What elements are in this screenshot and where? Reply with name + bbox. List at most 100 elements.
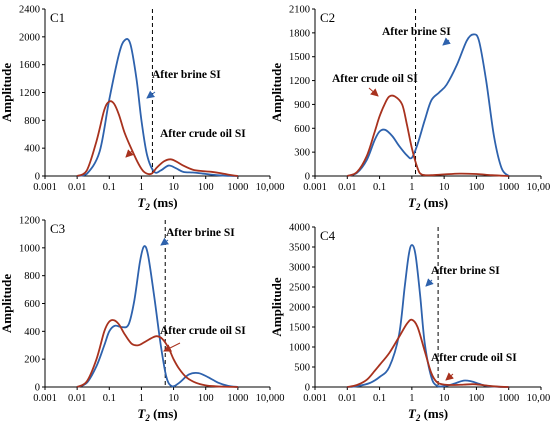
x-tick-label: 10	[168, 182, 179, 193]
y-tick-label: 600	[294, 124, 310, 135]
panel-c2: 0 300 600 900 1200 1500 1800 2100 0.001 0.01 0.1 1 1…	[269, 5, 550, 213]
y-tick-label: 400	[24, 327, 40, 338]
series-line-brine	[347, 33, 510, 177]
annotation-arrow-brine	[442, 37, 451, 46]
annotation-crude: After crude oil SI	[332, 73, 418, 85]
y-tick-label: 1200	[19, 88, 40, 99]
annotation-arrow-crude	[445, 372, 454, 381]
x-tick-label: 10,000	[256, 393, 285, 404]
x-tick-label: 0.1	[373, 182, 386, 193]
x-axis-title: T2 (ms)	[137, 195, 177, 212]
y-tick-label: 2000	[19, 32, 40, 43]
x-tick-label: 100	[198, 393, 214, 404]
annotation-arrow-crude	[163, 342, 181, 352]
y-axis-title: Amplitude	[0, 63, 14, 122]
y-tick-label: 0	[305, 172, 310, 183]
panel-c3: 0 200 400 600 800 1000 1200 0.001 0.01 0.1 1 10 100 1…	[0, 216, 284, 424]
panel-label: C2	[320, 10, 335, 25]
y-tick-label: 1800	[289, 28, 310, 39]
x-tick-label: 1000	[227, 393, 248, 404]
x-tick-label: 10	[439, 393, 450, 404]
x-axis-title: T2 (ms)	[408, 406, 448, 423]
y-tick-label: 1600	[19, 60, 40, 71]
y-tick-label: 0	[35, 172, 40, 183]
x-tick-label: 100	[469, 182, 485, 193]
x-tick-label: 0.001	[33, 393, 57, 404]
x-tick-label: 1	[139, 393, 144, 404]
annotation-arrow-crude	[125, 149, 134, 158]
series-line-brine	[76, 245, 238, 388]
annotation-arrow-brine	[425, 278, 434, 287]
x-tick-label: 0.001	[33, 182, 57, 193]
y-axis-title: Amplitude	[269, 63, 284, 122]
x-tick-label: 0.1	[103, 182, 116, 193]
annotation-arrow-brine	[160, 237, 170, 246]
y-tick-label: 2100	[289, 5, 310, 16]
y-tick-label: 3500	[289, 243, 310, 254]
y-tick-label: 1500	[289, 52, 310, 63]
x-tick-label: 1000	[498, 182, 519, 193]
y-tick-label: 1500	[289, 323, 310, 334]
x-axis-title: T2 (ms)	[408, 195, 448, 212]
series-line-crude	[76, 319, 238, 388]
x-tick-label: 100	[198, 182, 214, 193]
panel-c1: 0 400 800 1200 1600 2000 2400 0.001 0.01 0.1 1 10 10…	[0, 5, 284, 213]
x-tick-label: 1	[409, 393, 414, 404]
x-tick-label: 1	[409, 182, 414, 193]
y-tick-label: 800	[24, 271, 40, 282]
annotation-arrow-crude	[368, 87, 379, 97]
annotation-brine: After brine SI	[152, 69, 221, 81]
y-tick-label: 2500	[289, 283, 310, 294]
x-tick-label: 10,000	[256, 182, 285, 193]
x-tick-label: 0.1	[103, 393, 116, 404]
x-tick-label: 10,000	[527, 393, 550, 404]
y-tick-label: 4000	[289, 223, 310, 234]
y-tick-label: 600	[24, 299, 40, 310]
y-tick-label: 1000	[289, 343, 310, 354]
y-tick-label: 200	[24, 355, 40, 366]
x-tick-label: 10	[168, 393, 179, 404]
y-tick-label: 0	[305, 383, 310, 394]
annotation-brine: After brine SI	[431, 265, 500, 277]
panel-c4: 0 500 1000 1500 2000 2500 3000 3500 4000 0.001 0.0…	[269, 223, 550, 424]
y-tick-label: 800	[24, 116, 40, 127]
x-tick-label: 0.01	[68, 182, 86, 193]
y-tick-label: 1200	[289, 76, 310, 87]
panel-label: C4	[320, 228, 336, 243]
x-tick-label: 10,000	[527, 182, 550, 193]
x-tick-label: 0.001	[303, 393, 327, 404]
x-tick-label: 100	[469, 393, 485, 404]
annotation-brine: After brine SI	[382, 26, 451, 38]
y-tick-label: 2400	[19, 5, 40, 16]
series-line-crude	[76, 100, 238, 177]
panel-label: C3	[50, 221, 65, 236]
x-tick-label: 1000	[227, 182, 248, 193]
x-tick-label: 1	[139, 182, 144, 193]
y-tick-label: 300	[294, 148, 310, 159]
series-line-crude	[347, 318, 509, 388]
y-axis-title: Amplitude	[0, 274, 14, 333]
y-tick-label: 1000	[19, 243, 40, 254]
panel-label: C1	[50, 10, 65, 25]
x-axis-title: T2 (ms)	[137, 406, 177, 423]
annotation-crude: After crude oil SI	[431, 352, 517, 364]
series-line-brine	[76, 38, 238, 177]
x-tick-label: 10	[439, 182, 450, 193]
annotation-arrow-brine	[146, 90, 156, 99]
x-tick-label: 0.01	[338, 182, 356, 193]
annotation-crude: After crude oil SI	[160, 128, 246, 140]
y-tick-label: 0	[35, 383, 40, 394]
x-tick-label: 1000	[498, 393, 519, 404]
x-tick-label: 0.001	[303, 182, 327, 193]
y-tick-label: 2000	[289, 303, 310, 314]
y-tick-label: 1200	[19, 216, 40, 227]
annotation-brine: After brine SI	[166, 227, 235, 239]
y-tick-label: 900	[294, 100, 310, 111]
x-tick-label: 0.01	[338, 393, 356, 404]
y-tick-label: 400	[24, 144, 40, 155]
x-tick-label: 0.01	[68, 393, 86, 404]
y-tick-label: 500	[294, 363, 310, 374]
y-axis-title: Amplitude	[269, 277, 284, 336]
series-line-crude	[346, 94, 509, 177]
